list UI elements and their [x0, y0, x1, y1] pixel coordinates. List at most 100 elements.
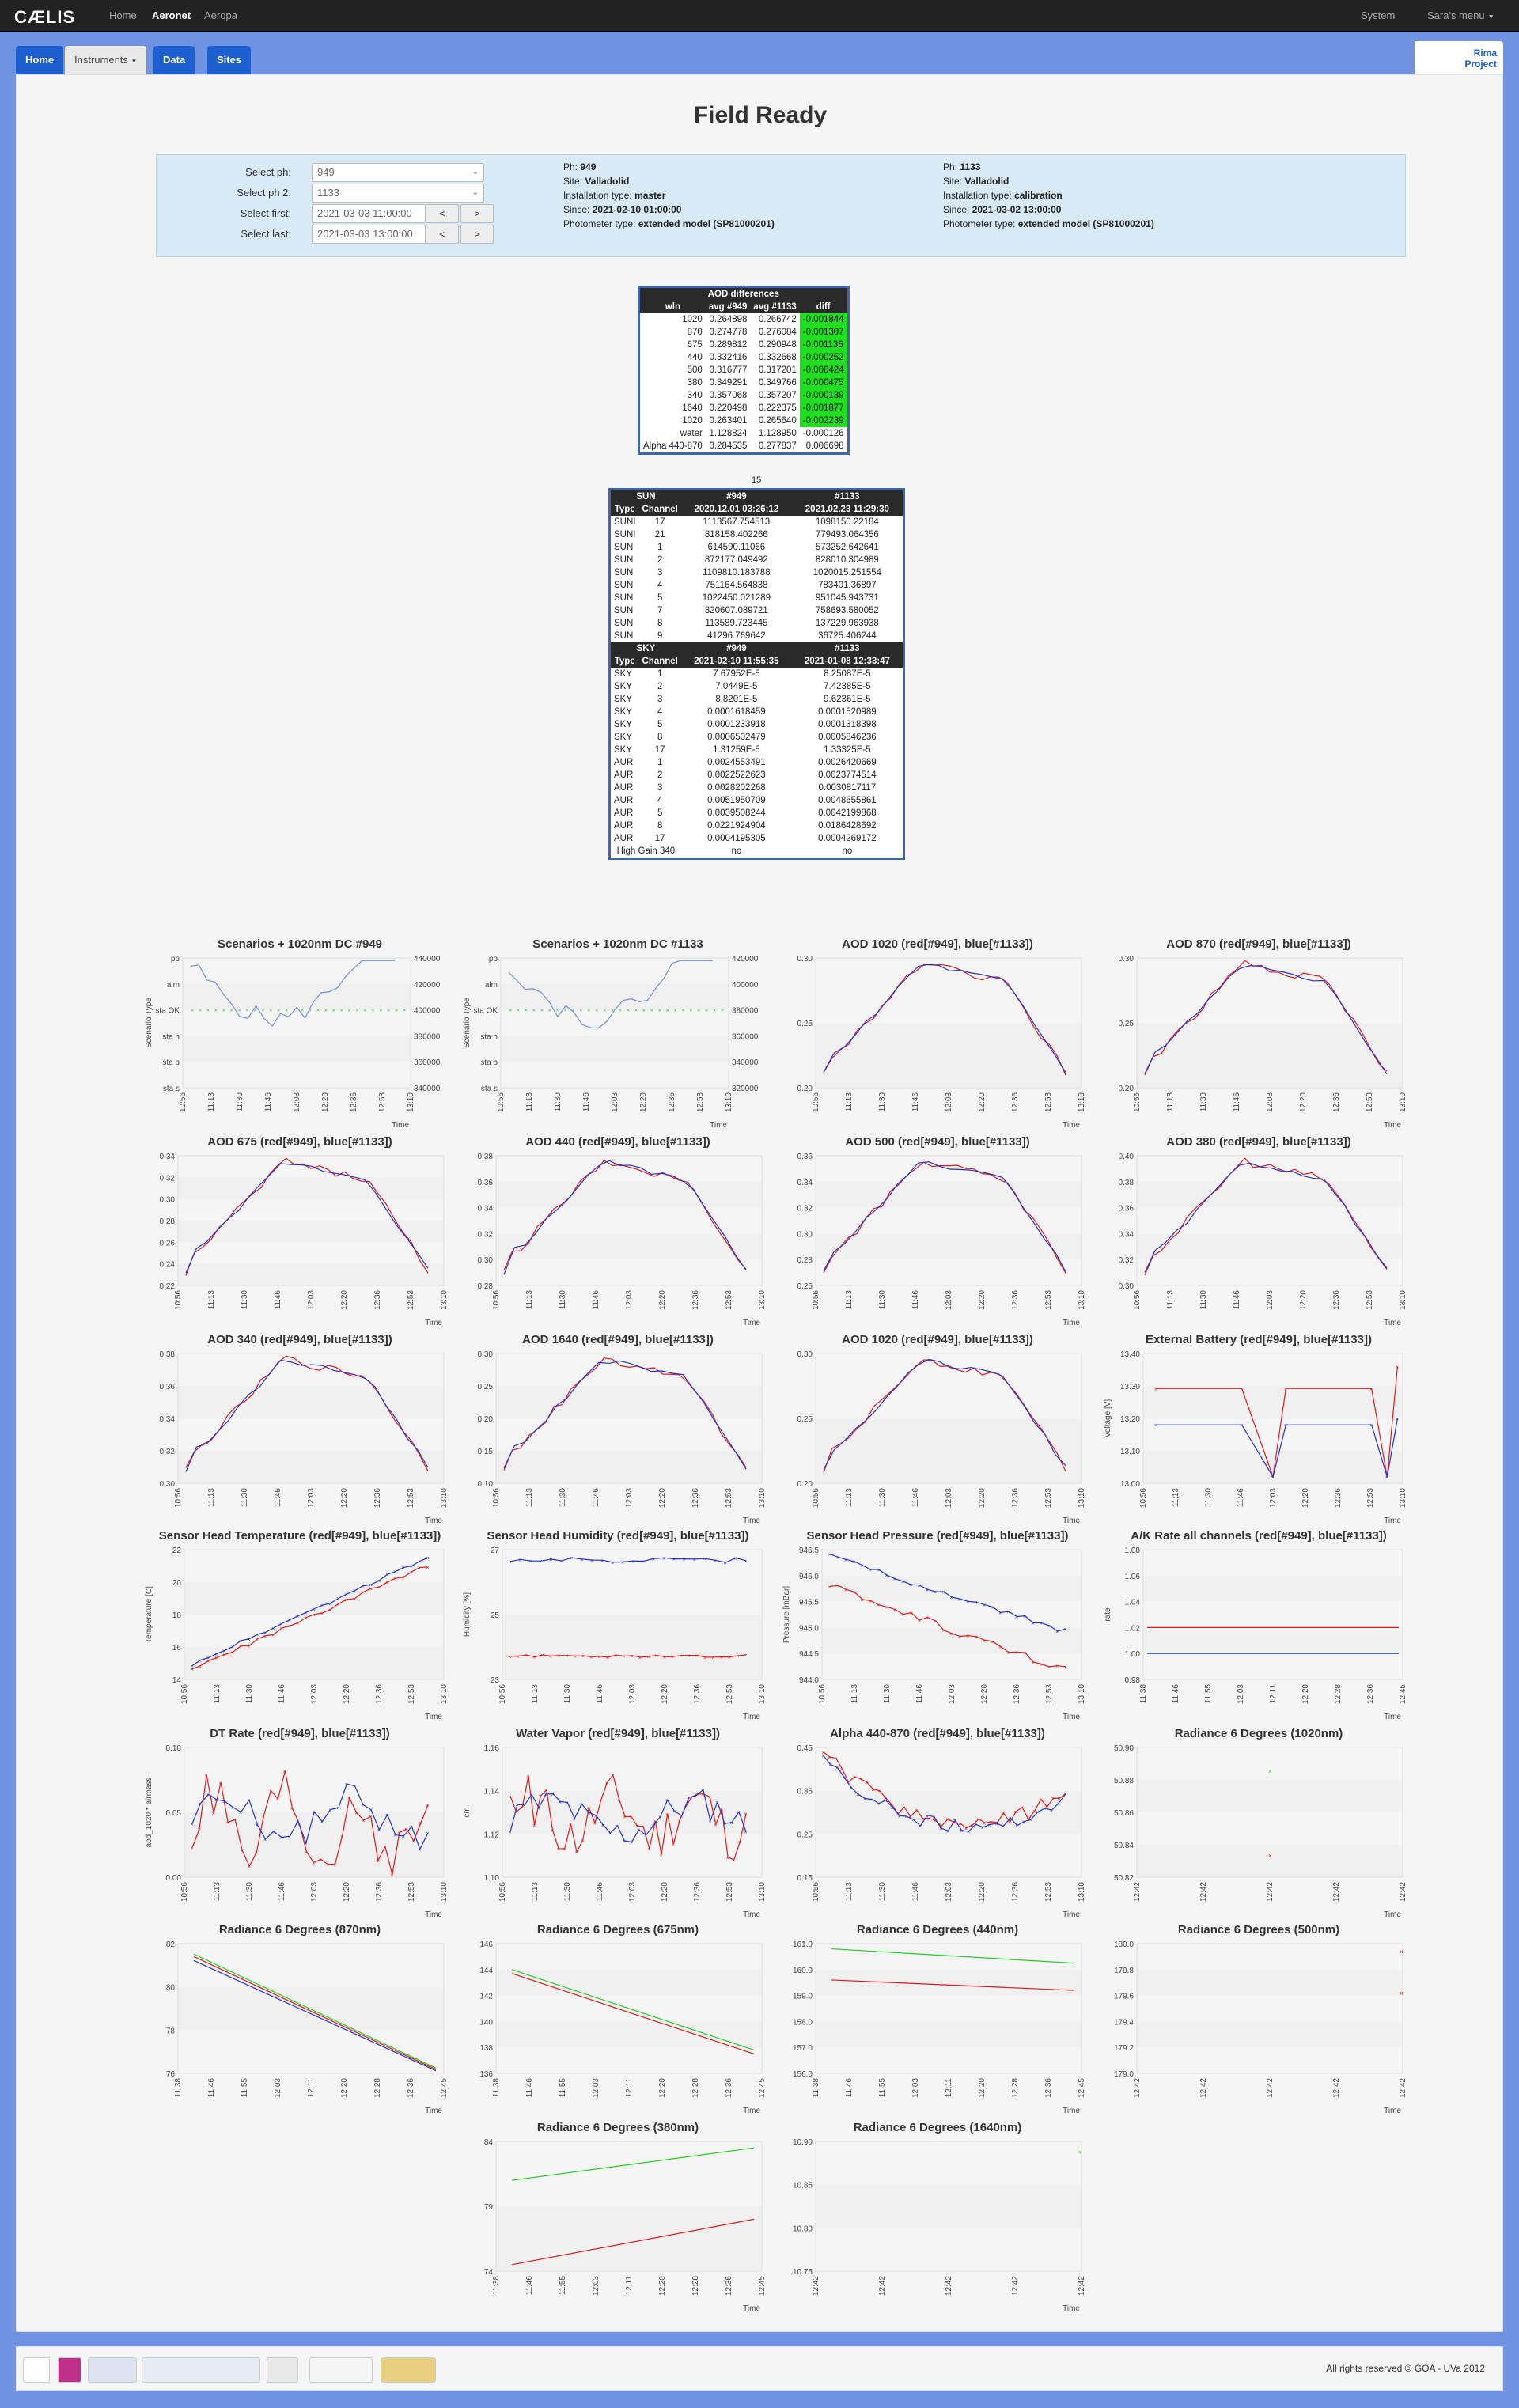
- series-point: ×: [263, 1838, 267, 1843]
- series-point: ×: [549, 1654, 552, 1660]
- sun-header-cell: #949: [680, 490, 792, 503]
- series-point: ×: [541, 1653, 544, 1659]
- y-tick-label: 0.25: [478, 1383, 494, 1391]
- series-point: ×: [1009, 1816, 1012, 1822]
- x-tick-label: 12:03: [592, 2276, 600, 2296]
- y-tick-label: 0.25: [797, 1415, 813, 1424]
- series-point: ×: [574, 1654, 577, 1660]
- scenario-point: ×: [191, 1009, 194, 1014]
- series-line: [509, 1774, 747, 1861]
- nav-system[interactable]: System: [1361, 9, 1396, 21]
- y-tick-label: 0.30: [797, 1230, 813, 1239]
- nav-aeropa[interactable]: Aeropa: [204, 9, 237, 21]
- x-tick-label: 11:13: [845, 1882, 854, 1902]
- aod-cell: 0.289812: [709, 340, 748, 350]
- first-prev-button[interactable]: <: [426, 204, 459, 223]
- x-axis-label: Time: [1063, 1121, 1080, 1129]
- series-point: ×: [377, 1579, 381, 1585]
- series-point: ×: [1154, 1387, 1157, 1392]
- series-point: ×: [1015, 1615, 1018, 1621]
- tab-data[interactable]: Data: [153, 46, 195, 74]
- sun-cell: 5: [657, 720, 663, 729]
- series-point: ×: [397, 1831, 400, 1836]
- sun-row: SUNI 17 1113567.754513 1098150.22184: [611, 516, 903, 528]
- chart-5: AOD 440 (red[#949], blue[#1133]) 0.38 0.36…: [461, 1135, 775, 1327]
- x-tick-label: 12:42: [1133, 2078, 1142, 2098]
- y2-tick-label: 400000: [414, 1007, 441, 1016]
- scenario-point: ×: [324, 1009, 328, 1014]
- series-point: ×: [630, 1840, 633, 1846]
- x-tick-label: 12:45: [758, 2276, 767, 2296]
- sun-cell: 17: [654, 745, 665, 755]
- series-line: [509, 1654, 747, 1658]
- aod-cell: 0.220498: [709, 403, 748, 413]
- series-point: ×: [1043, 1807, 1046, 1812]
- last-date-input[interactable]: 2021-03-03 13:00:00: [312, 225, 426, 244]
- aeronet-logo[interactable]: [142, 2357, 260, 2383]
- series-point: ×: [616, 1824, 619, 1830]
- series-point: ×: [557, 1654, 560, 1660]
- series-point: ×: [214, 1656, 218, 1661]
- aod-cell: 675: [687, 340, 703, 350]
- first-next-button[interactable]: >: [460, 204, 494, 223]
- last-prev-button[interactable]: <: [426, 225, 459, 244]
- scenario-point: ×: [261, 1009, 264, 1014]
- series-point: ×: [898, 1814, 901, 1819]
- chart-title: AOD 1020 (red[#949], blue[#1133]): [842, 1333, 1033, 1346]
- nav-home[interactable]: Home: [109, 9, 137, 21]
- x-tick-label: 11:13: [845, 1488, 854, 1508]
- ph-select[interactable]: 949 ⌄: [312, 163, 484, 182]
- y-tick-label: 0.26: [797, 1282, 813, 1291]
- actris-logo[interactable]: [309, 2357, 373, 2383]
- series-point: ×: [288, 1624, 291, 1630]
- series-point: ×: [580, 1802, 583, 1808]
- y-axis-label: rate: [1104, 1607, 1112, 1622]
- series-point: ×: [877, 1568, 880, 1573]
- uva-logo[interactable]: [23, 2357, 50, 2383]
- goa-logo[interactable]: [267, 2357, 298, 2383]
- ph1-ph-label: Ph:: [563, 161, 578, 172]
- series-point: ×: [1031, 1660, 1034, 1666]
- y-tick-label: 0.28: [797, 1256, 813, 1265]
- tab-sites[interactable]: Sites: [207, 46, 252, 74]
- series-point: ×: [385, 1573, 388, 1578]
- sun-row: SUN 8 113589.723445 137229.963938: [611, 617, 903, 630]
- y-tick-label: 159.0: [793, 1993, 813, 2001]
- x-tick-label: 11:30: [563, 1882, 572, 1902]
- y-axis-label: cm: [463, 1807, 472, 1817]
- chart-svg: pp alm sta OK sta h sta b sta s 440000 420000 40…: [145, 955, 441, 1129]
- sun-row: AUR 5 0.0039508244 0.0042199868: [611, 807, 903, 820]
- scenario-point: ×: [277, 1009, 280, 1014]
- x-tick-label: 12:03: [310, 1684, 319, 1704]
- x-tick-label: 12:03: [592, 2078, 600, 2098]
- x-tick-label: 12:53: [725, 1882, 734, 1902]
- series-point: ×: [849, 1786, 852, 1792]
- nav-user-menu[interactable]: Sara's menu ▼: [1427, 9, 1494, 21]
- last-next-button[interactable]: >: [460, 225, 494, 244]
- x-tick-label: 12:03: [293, 1092, 301, 1112]
- aod-cell: 440: [687, 353, 703, 362]
- series-point: ×: [852, 1590, 855, 1596]
- series-point: ×: [199, 1802, 202, 1808]
- series-point: ×: [647, 1847, 650, 1853]
- caelis-logo[interactable]: CÆLIS: [14, 7, 75, 28]
- y-tick-label: 50.84: [1114, 1842, 1134, 1850]
- series-point: ×: [385, 1581, 388, 1586]
- y2-tick-label: 400000: [732, 981, 759, 990]
- y-tick-label: 1.04: [1125, 1599, 1141, 1607]
- series-point: ×: [1271, 1475, 1275, 1481]
- spain-logo[interactable]: [381, 2357, 436, 2383]
- uva-badge[interactable]: [58, 2357, 81, 2383]
- nav-aeronet[interactable]: Aeronet: [152, 9, 191, 21]
- x-tick-label: 12:20: [1301, 1488, 1310, 1508]
- x-tick-label: 11:30: [241, 1290, 249, 1310]
- tab-home[interactable]: Home: [16, 46, 64, 74]
- ph2-select[interactable]: 1133 ⌄: [312, 184, 484, 203]
- sun-cell: SUNI: [614, 530, 636, 540]
- x-tick-label: 11:46: [596, 1882, 604, 1902]
- scenario-point: ×: [269, 1009, 272, 1014]
- rima-logo[interactable]: [88, 2357, 137, 2383]
- first-date-input[interactable]: 2021-03-03 11:00:00: [312, 204, 426, 223]
- tab-instruments[interactable]: Instruments ▼: [65, 46, 147, 74]
